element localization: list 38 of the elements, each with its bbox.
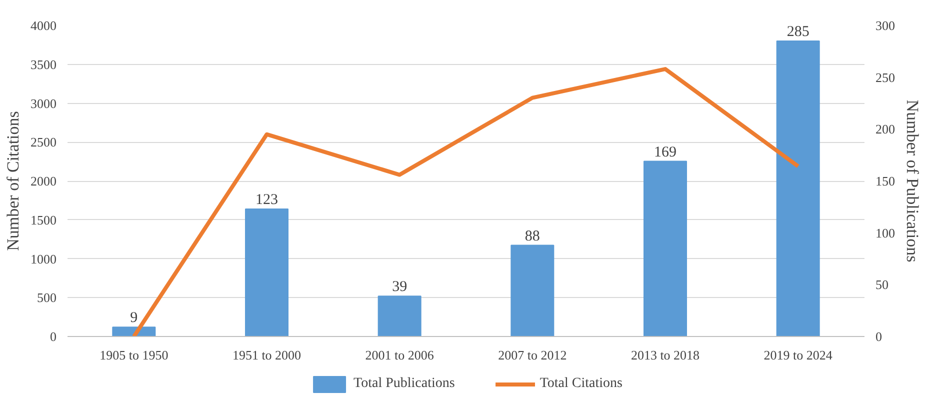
y2-tick-label: 300 bbox=[876, 18, 895, 33]
x-tick-label: 2001 to 2006 bbox=[365, 348, 434, 362]
y-tick-label: 0 bbox=[50, 329, 56, 344]
y2-tick-label: 0 bbox=[876, 329, 882, 344]
legend-label: Total Publications bbox=[354, 376, 455, 392]
y2-tick-label: 250 bbox=[876, 70, 895, 85]
legend-label: Total Citations bbox=[540, 376, 622, 392]
data-label: 123 bbox=[256, 192, 278, 208]
y2-tick-label: 100 bbox=[876, 225, 895, 240]
y-tick-label: 3500 bbox=[30, 56, 56, 72]
bar bbox=[244, 208, 289, 336]
y-tick-label: 3000 bbox=[30, 96, 56, 111]
x-tick-label: 1905 to 1950 bbox=[100, 348, 168, 362]
y-tick-label: 1500 bbox=[30, 212, 56, 228]
data-label: 88 bbox=[524, 228, 540, 244]
y-tick-label: 4000 bbox=[30, 18, 56, 33]
y2-axis-title: Number of Publications bbox=[903, 100, 922, 262]
y-axis-title: Number of Citations bbox=[4, 111, 22, 251]
bar bbox=[776, 40, 820, 336]
x-tick-label: 2007 to 2012 bbox=[498, 348, 567, 362]
y-tick-label: 1000 bbox=[30, 251, 56, 266]
y2-tick-label: 200 bbox=[876, 122, 895, 137]
data-label: 169 bbox=[654, 144, 676, 160]
bar bbox=[378, 296, 422, 336]
data-label: 9 bbox=[130, 310, 138, 326]
bar bbox=[643, 160, 688, 336]
y2-tick-label: 150 bbox=[876, 174, 895, 188]
x-tick-label: 1951 to 2000 bbox=[232, 348, 302, 362]
y-tick-label: 2000 bbox=[30, 174, 56, 188]
x-tick-label: 2013 to 2018 bbox=[630, 348, 700, 362]
data-label: 285 bbox=[786, 24, 810, 40]
line-series bbox=[132, 67, 800, 336]
bar bbox=[510, 244, 554, 336]
data-label: 39 bbox=[392, 279, 408, 296]
y-tick-label: 500 bbox=[37, 290, 56, 306]
x-tick-label: 2019 to 2024 bbox=[764, 348, 833, 362]
y2-tick-label: 50 bbox=[876, 277, 888, 292]
y-tick-label: 2500 bbox=[30, 134, 56, 150]
